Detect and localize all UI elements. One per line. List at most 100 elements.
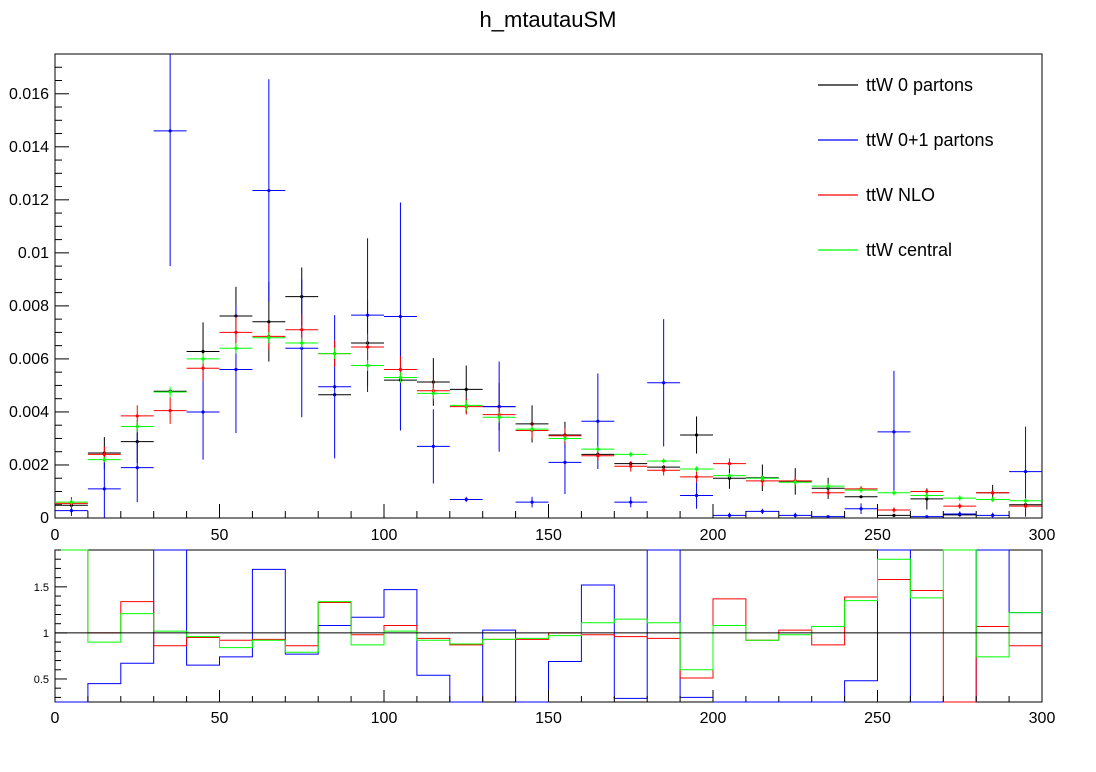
data-point (365, 313, 370, 317)
data-point (1023, 504, 1028, 508)
data-point (267, 320, 271, 324)
data-point (859, 488, 863, 492)
data-point (135, 466, 139, 470)
ratio-series-ttw-central (55, 549, 1042, 671)
data-point (300, 328, 304, 332)
data-point (464, 387, 468, 392)
y-tick-label: 1 (43, 628, 49, 640)
x-tick-label: 50 (211, 527, 229, 544)
data-point (431, 391, 435, 395)
data-point (398, 367, 403, 372)
legend-entry-ttw-nlo: ttW NLO (818, 185, 935, 205)
data-point (892, 513, 896, 517)
y-tick-label: 0.002 (9, 457, 49, 474)
y-tick-label: 0.008 (9, 298, 49, 315)
data-point (201, 366, 205, 370)
data-point (530, 427, 534, 431)
y-tick-label: 0.012 (9, 192, 49, 209)
data-point (892, 508, 896, 512)
data-point (530, 500, 534, 504)
data-point (892, 430, 896, 434)
data-point (1023, 470, 1028, 474)
data-point (925, 515, 929, 519)
x-tick-label: 50 (211, 710, 229, 727)
data-point (826, 484, 830, 488)
legend-label: ttW 0 partons (866, 75, 973, 95)
data-point (168, 129, 172, 133)
data-point (859, 495, 863, 499)
main-plot: 0 50 100 150 200 250 300 0 0.002 0.004 0.006 0.008 0… (9, 53, 1056, 544)
x-tick-label: 0 (51, 527, 60, 544)
legend-label: ttW central (866, 240, 952, 260)
legend-entry-ttw-0-partons: ttW 0 partons (818, 75, 973, 95)
data-point (398, 375, 403, 380)
data-point (234, 346, 238, 350)
data-point (727, 462, 732, 466)
data-point (201, 349, 205, 354)
data-point (694, 467, 699, 471)
x-tick-label: 250 (864, 527, 891, 544)
data-point (662, 381, 666, 385)
data-point (267, 336, 271, 340)
legend-label: ttW NLO (866, 185, 935, 205)
data-point (102, 458, 106, 462)
data-point (497, 415, 501, 419)
data-point (168, 390, 172, 394)
x-tick-label: 200 (700, 710, 727, 727)
data-point (333, 352, 337, 356)
data-point (760, 509, 764, 513)
data-point (234, 367, 238, 372)
legend-entry-ttw-0-1-partons: ttW 0+1 partons (818, 130, 994, 150)
data-point (826, 515, 830, 519)
data-point (694, 433, 699, 437)
chart-title: h_mtautauSM (480, 7, 617, 32)
data-point (991, 513, 995, 517)
data-point (201, 410, 205, 414)
data-point (398, 314, 403, 319)
data-point (267, 188, 271, 193)
data-point (760, 476, 764, 480)
data-point (694, 493, 699, 498)
data-point (102, 487, 106, 491)
data-point (596, 454, 600, 458)
data-point (431, 444, 435, 449)
ratio-step-line (55, 549, 1042, 703)
data-point (464, 403, 468, 407)
x-tick-label: 100 (371, 710, 398, 727)
ratio-series-ttw-0-1-partons (55, 549, 1042, 703)
data-point (925, 493, 929, 498)
data-point (991, 491, 995, 495)
data-point (563, 460, 567, 464)
x-tick-label: 300 (1029, 527, 1056, 544)
y-tick-label: 0.004 (9, 404, 49, 421)
legend-label: ttW 0+1 partons (866, 130, 994, 150)
x-tick-label: 100 (371, 527, 398, 544)
main-plot-axes: 0 50 100 150 200 250 300 0 0.002 0.004 0.006 0.008 0… (9, 53, 1056, 544)
data-point (793, 480, 797, 484)
data-point (958, 512, 962, 516)
y-tick-label: 0.5 (34, 674, 49, 686)
data-point (958, 504, 962, 508)
ratio-plot-axes: 0 50 100 150 200 250 300 0.5 1 1.5 (34, 549, 1055, 727)
data-point (826, 491, 830, 495)
ratio-plot-series (55, 549, 1042, 703)
x-tick-label: 0 (51, 710, 60, 727)
y-tick-label: 0.014 (9, 139, 49, 156)
x-tick-label: 200 (700, 527, 727, 544)
y-tick-label: 0.016 (9, 86, 49, 103)
data-point (892, 491, 896, 495)
ratio-plot: 0 50 100 150 200 250 300 0.5 1 1.5 (34, 549, 1055, 727)
data-point (629, 464, 633, 468)
data-point (102, 452, 106, 456)
data-point (201, 357, 205, 361)
legend: ttW 0 partons ttW 0+1 partons ttW NLO ttW c… (818, 75, 994, 260)
x-tick-label: 150 (535, 527, 562, 544)
data-point (925, 497, 929, 501)
y-tick-label: 1.5 (34, 582, 49, 594)
x-tick-label: 250 (864, 710, 891, 727)
x-tick-label: 150 (535, 710, 562, 727)
y-tick-label: 0.01 (18, 245, 49, 262)
data-point (629, 452, 633, 456)
data-point (234, 330, 238, 334)
